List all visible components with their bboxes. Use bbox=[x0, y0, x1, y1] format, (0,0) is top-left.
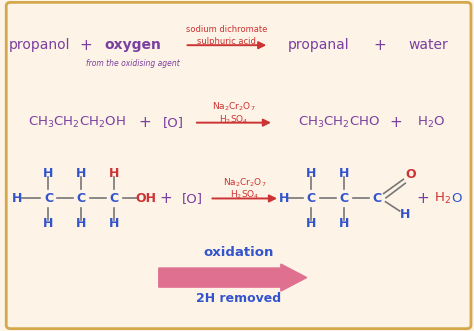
Text: H: H bbox=[43, 217, 54, 230]
Text: propanal: propanal bbox=[288, 38, 349, 52]
Text: oxygen: oxygen bbox=[105, 38, 162, 52]
Text: $\mathregular{Na_2Cr_2O_7}$: $\mathregular{Na_2Cr_2O_7}$ bbox=[212, 101, 255, 113]
Text: H: H bbox=[109, 167, 119, 180]
Text: +: + bbox=[390, 115, 402, 130]
Text: oxidation: oxidation bbox=[203, 246, 274, 260]
Text: C: C bbox=[109, 192, 119, 205]
Text: H: H bbox=[12, 192, 22, 205]
Text: +: + bbox=[159, 191, 172, 206]
Text: $\mathregular{CH_3CH_2CH_2OH}$: $\mathregular{CH_3CH_2CH_2OH}$ bbox=[28, 115, 126, 130]
Text: water: water bbox=[409, 38, 448, 52]
Text: from the oxidising agent: from the oxidising agent bbox=[86, 59, 180, 68]
Text: H: H bbox=[279, 192, 289, 205]
Text: [O]: [O] bbox=[163, 116, 183, 129]
Text: H: H bbox=[339, 217, 349, 230]
Text: +: + bbox=[417, 191, 429, 206]
FancyArrow shape bbox=[159, 264, 307, 291]
Text: $\mathregular{H_2SO_4}$: $\mathregular{H_2SO_4}$ bbox=[219, 113, 249, 125]
FancyBboxPatch shape bbox=[6, 2, 471, 329]
Text: $\mathregular{H_2SO_4}$: $\mathregular{H_2SO_4}$ bbox=[230, 189, 260, 202]
Text: C: C bbox=[44, 192, 53, 205]
Text: C: C bbox=[340, 192, 349, 205]
Text: $\mathregular{H_2O}$: $\mathregular{H_2O}$ bbox=[417, 115, 445, 130]
Text: +: + bbox=[373, 38, 386, 53]
Text: C: C bbox=[373, 192, 382, 205]
Text: $\mathregular{Na_2Cr_2O_7}$: $\mathregular{Na_2Cr_2O_7}$ bbox=[223, 176, 266, 189]
Text: $\mathregular{CH_3CH_2CHO}$: $\mathregular{CH_3CH_2CHO}$ bbox=[299, 115, 381, 130]
Text: H: H bbox=[306, 167, 317, 180]
Text: O: O bbox=[406, 168, 416, 181]
Text: H: H bbox=[400, 209, 410, 221]
Text: H: H bbox=[339, 167, 349, 180]
Text: H: H bbox=[306, 217, 317, 230]
Text: O: O bbox=[451, 192, 462, 205]
Text: H: H bbox=[76, 217, 87, 230]
Text: H: H bbox=[109, 217, 119, 230]
Text: propanol: propanol bbox=[9, 38, 70, 52]
Text: +: + bbox=[80, 38, 92, 53]
Text: 2H removed: 2H removed bbox=[196, 293, 281, 306]
Text: H: H bbox=[76, 167, 87, 180]
Text: OH: OH bbox=[136, 192, 156, 205]
Text: C: C bbox=[307, 192, 316, 205]
Text: $\mathregular{H_2}$: $\mathregular{H_2}$ bbox=[434, 191, 451, 206]
Text: sulphuric acid: sulphuric acid bbox=[198, 37, 256, 46]
Text: [O]: [O] bbox=[182, 192, 203, 205]
Text: H: H bbox=[43, 167, 54, 180]
Text: C: C bbox=[77, 192, 86, 205]
Text: +: + bbox=[138, 115, 151, 130]
Text: sodium dichromate: sodium dichromate bbox=[186, 25, 267, 34]
